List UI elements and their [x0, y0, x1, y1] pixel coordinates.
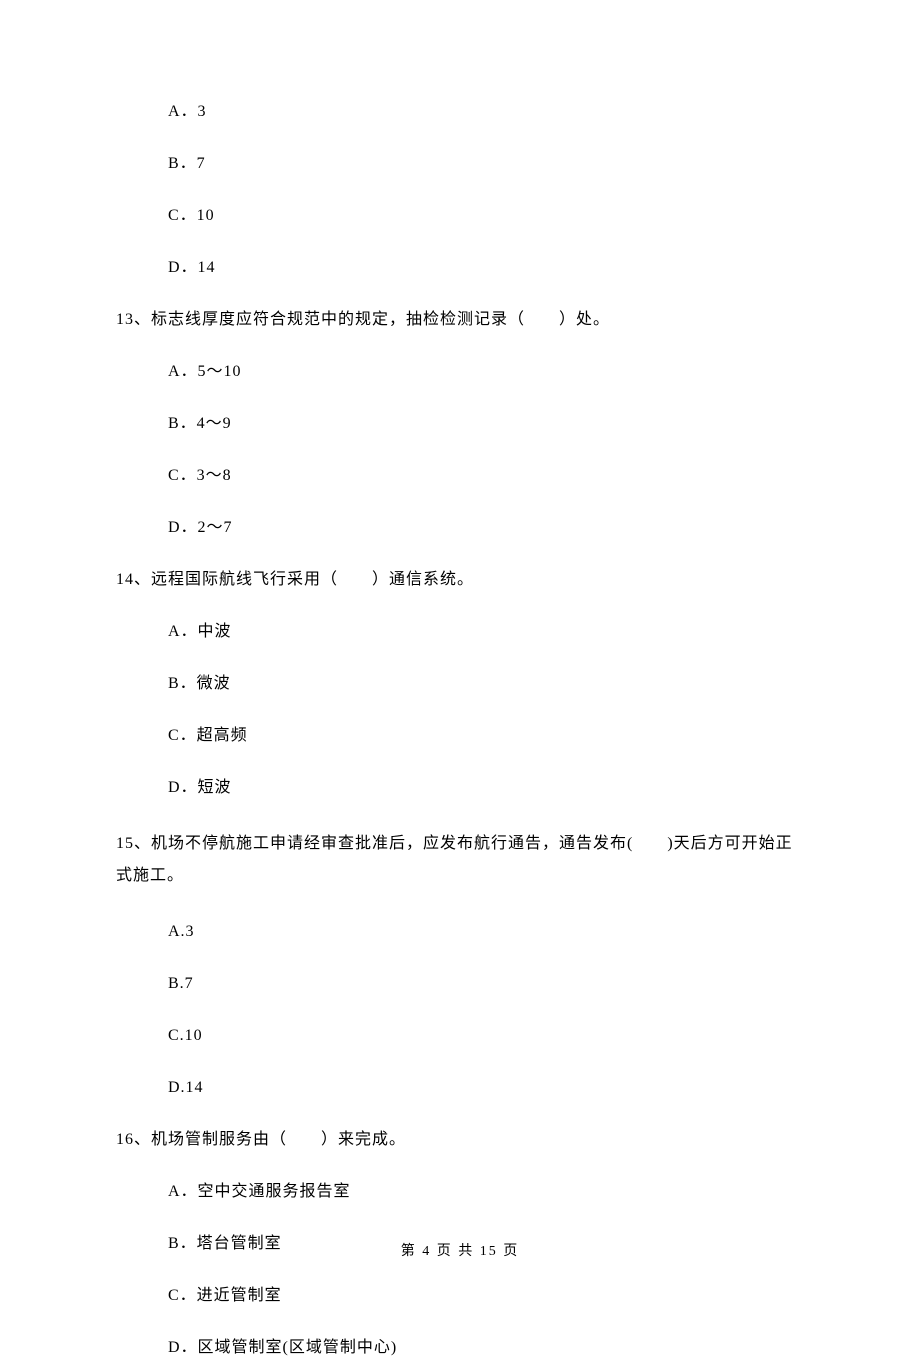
q14-option-a: A．中波 [168, 620, 804, 644]
q16-text: 16、机场管制服务由（ ）来完成。 [116, 1128, 804, 1152]
q14-text: 14、远程国际航线飞行采用（ ）通信系统。 [116, 568, 804, 592]
page-footer: 第 4 页 共 15 页 [0, 1241, 920, 1262]
q15-option-b: B.7 [168, 972, 804, 996]
q13-option-b: B．4～9 [168, 412, 804, 436]
q15-text: 15、机场不停航施工申请经审查批准后，应发布航行通告，通告发布( )天后方可开始… [116, 828, 804, 892]
q13-option-d: D．2～7 [168, 516, 804, 540]
q15-option-d: D.14 [168, 1076, 804, 1100]
q16-option-d: D．区域管制室(区域管制中心) [168, 1336, 804, 1360]
q15-option-c: C.10 [168, 1024, 804, 1048]
q13-option-c: C．3～8 [168, 464, 804, 488]
q14-option-c: C．超高频 [168, 724, 804, 748]
q16-option-c: C．进近管制室 [168, 1284, 804, 1308]
q16-option-a: A．空中交通服务报告室 [168, 1180, 804, 1204]
q15-option-a: A.3 [168, 920, 804, 944]
q14-option-b: B．微波 [168, 672, 804, 696]
q12-option-c: C．10 [168, 204, 804, 228]
q13-text: 13、标志线厚度应符合规范中的规定，抽检检测记录（ ）处。 [116, 308, 804, 332]
q12-option-b: B．7 [168, 152, 804, 176]
q12-option-a: A．3 [168, 100, 804, 124]
q14-option-d: D．短波 [168, 776, 804, 800]
q13-option-a: A．5～10 [168, 360, 804, 384]
q12-option-d: D．14 [168, 256, 804, 280]
